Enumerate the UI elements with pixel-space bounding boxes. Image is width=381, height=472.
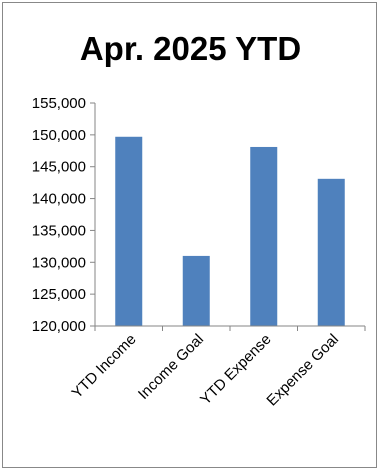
y-axis: 120,000 125,000 130,000 135,000 140,000 145,0… <box>32 95 96 335</box>
x-category-label: Income Goal <box>135 331 207 403</box>
y-tick-label: 135,000 <box>32 222 86 239</box>
x-category-label: YTD Income <box>69 331 140 402</box>
chart-title: Apr. 2025 YTD <box>79 30 302 67</box>
bars <box>115 136 345 326</box>
bar-income-goal <box>182 255 210 326</box>
bar-ytd-income <box>115 136 143 326</box>
y-tick-label: 130,000 <box>32 254 86 271</box>
bar-expense-goal <box>317 178 345 326</box>
y-tick-label: 140,000 <box>32 191 86 208</box>
y-tick-label: 145,000 <box>32 159 86 176</box>
y-tick-label: 120,000 <box>32 318 86 335</box>
bar-ytd-expense <box>250 146 278 326</box>
y-tick-label: 155,000 <box>32 95 86 112</box>
y-tick-label: 125,000 <box>32 286 86 303</box>
y-tick-label: 150,000 <box>32 127 86 144</box>
chart-frame <box>2 2 377 468</box>
x-category-label: Expense Goal <box>263 331 342 410</box>
